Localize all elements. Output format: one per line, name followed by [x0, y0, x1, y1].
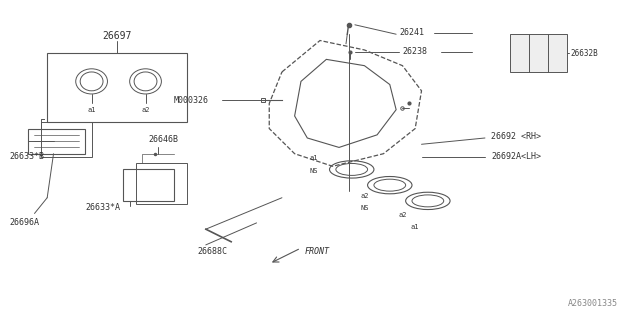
Text: NS: NS: [360, 205, 369, 211]
Text: M000326: M000326: [174, 96, 209, 105]
Text: 26633*B: 26633*B: [9, 152, 44, 161]
Text: a2: a2: [398, 212, 407, 218]
Text: 26646B: 26646B: [148, 135, 179, 144]
Text: a1: a1: [411, 224, 419, 230]
Bar: [510, 34, 568, 72]
Text: 26632B: 26632B: [571, 49, 598, 58]
Text: 26238: 26238: [403, 47, 428, 56]
Text: a2: a2: [360, 193, 369, 199]
Text: 26696A: 26696A: [9, 218, 39, 228]
Text: 26241: 26241: [399, 28, 424, 37]
Text: 26633*A: 26633*A: [85, 203, 120, 212]
Text: 26692A<LH>: 26692A<LH>: [492, 152, 541, 161]
Text: a1: a1: [309, 155, 318, 161]
Text: 26697: 26697: [102, 30, 132, 41]
Bar: [47, 53, 187, 122]
Text: A263001335: A263001335: [568, 299, 618, 308]
Text: NS: NS: [309, 168, 318, 173]
Text: a2: a2: [141, 107, 150, 113]
Text: 26688C: 26688C: [197, 247, 227, 256]
Text: FRONT: FRONT: [304, 247, 329, 256]
Text: a1: a1: [87, 107, 96, 113]
Text: 26692 <RH>: 26692 <RH>: [492, 132, 541, 141]
